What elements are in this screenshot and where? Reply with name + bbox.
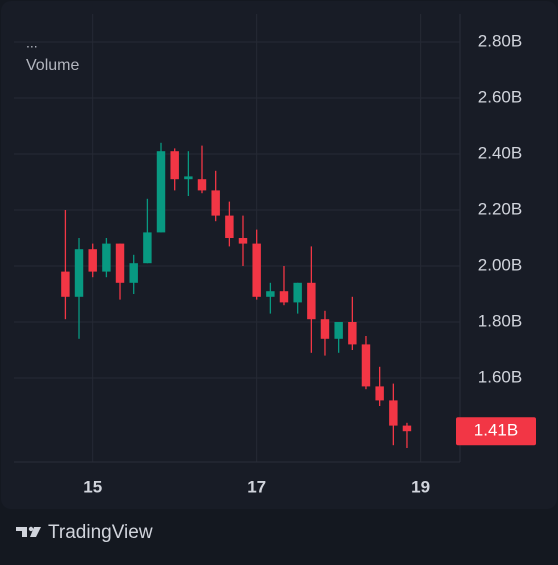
candle-body xyxy=(375,386,384,401)
candle-body xyxy=(389,400,398,426)
candle-body xyxy=(402,425,412,432)
candle-body xyxy=(156,151,166,233)
menu-label[interactable]: ... xyxy=(26,35,38,51)
candle-body xyxy=(74,249,84,297)
y-tick-label: 2.00B xyxy=(478,255,522,274)
indicator-label: Volume xyxy=(26,57,79,74)
y-tick-label: 2.20B xyxy=(478,199,522,218)
candle-body xyxy=(307,282,316,320)
y-tick-label: 1.80B xyxy=(478,311,522,330)
candles xyxy=(61,142,412,448)
chart-panel xyxy=(1,1,557,509)
candle-body xyxy=(102,243,111,272)
candle-body xyxy=(184,176,193,180)
axes: 1.60B 1.80B 2.00B 2.20B 2.40B 2.60B 2.80B 15 17 1… xyxy=(14,14,536,496)
y-tick-label: 2.80B xyxy=(478,31,522,50)
candle-body xyxy=(211,190,220,216)
candle-body xyxy=(238,238,248,244)
candle-body xyxy=(115,243,125,283)
candle-body xyxy=(225,215,234,238)
candle-body xyxy=(88,249,97,272)
x-tick-label: 15 xyxy=(83,477,102,496)
candle-body xyxy=(129,263,138,283)
y-tick-label: 2.60B xyxy=(478,87,522,106)
candle-body xyxy=(334,322,343,339)
candle-body xyxy=(320,319,330,339)
last-price-box xyxy=(456,417,536,446)
candle-body xyxy=(348,322,357,345)
candle-body xyxy=(293,282,302,303)
last-price-label: 1.41B xyxy=(474,421,518,440)
logo-dot xyxy=(28,526,34,532)
logo-slash xyxy=(30,527,41,537)
x-tick-label: 19 xyxy=(411,477,430,496)
brand-logo xyxy=(16,526,41,537)
y-tick-label: 1.60B xyxy=(478,367,522,386)
candle-body xyxy=(170,151,179,180)
candle-body xyxy=(143,232,152,264)
x-tick-label: 17 xyxy=(247,477,266,496)
y-tick-label: 2.40B xyxy=(478,143,522,162)
candle-body xyxy=(361,344,371,387)
candle-body xyxy=(266,291,275,297)
candle-body xyxy=(279,291,289,303)
candle-body xyxy=(197,179,207,191)
grid xyxy=(14,14,460,462)
brand-name: TradingView xyxy=(48,522,153,543)
candle-body xyxy=(61,271,70,297)
logo-mark xyxy=(16,527,27,537)
candle-body xyxy=(252,243,261,297)
